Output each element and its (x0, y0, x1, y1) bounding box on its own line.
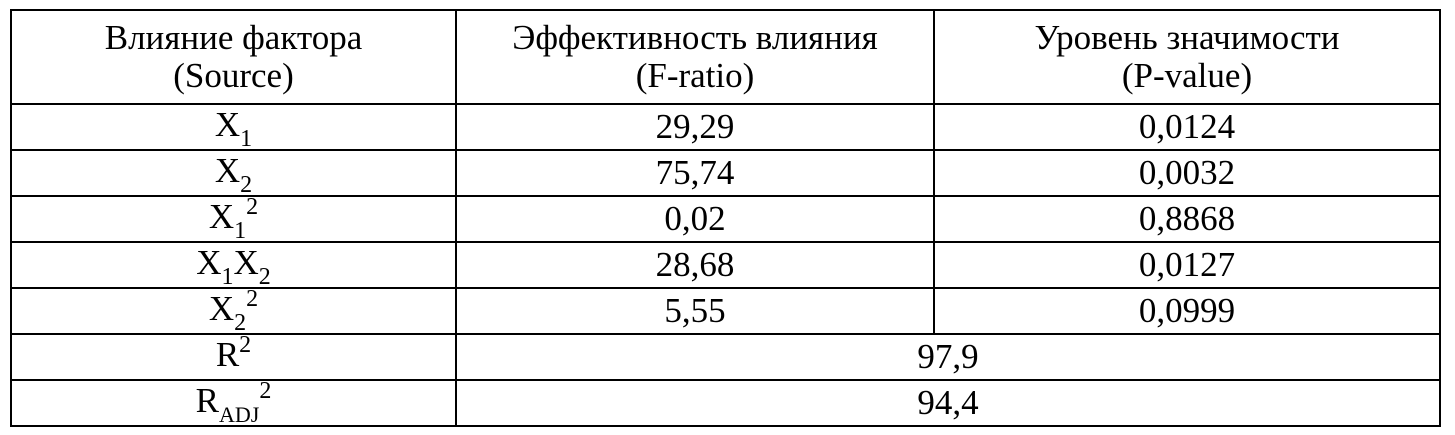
fratio-cell: 0,02 (455, 195, 935, 243)
radj2-label-cell: RADJ2 (10, 378, 457, 427)
table-row: X22 5,55 0,0999 (10, 286, 1441, 336)
factor-sub-2: 2 (258, 264, 271, 290)
header-source-line1: Влияние фактора (104, 18, 363, 57)
radj2-sub: ADJ (219, 402, 260, 427)
factor-sup: 2 (246, 194, 259, 220)
table-row: X12 0,02 0,8868 (10, 194, 1441, 244)
factor-sub: 1 (240, 126, 253, 152)
header-source-line2: (Source) (173, 56, 294, 95)
factor-sub: 1 (234, 218, 247, 244)
factor-cell: X22 (10, 286, 457, 336)
table-row: X1X2 28,68 0,0127 (10, 241, 1441, 290)
factor-sub: 1 (221, 264, 234, 290)
r2-value-cell: 97,9 (455, 333, 1441, 381)
radj2-base: R (195, 381, 219, 420)
factor-base-2: X (233, 243, 259, 282)
factor-cell: X12 (10, 194, 457, 244)
header-fratio-line2: (F-ratio) (635, 56, 755, 95)
fratio-cell: 29,29 (455, 103, 935, 151)
anova-table: Влияние фактора (Source) Эффективность в… (10, 9, 1441, 427)
factor-base: X (196, 243, 222, 282)
pvalue-cell: 0,0127 (933, 241, 1441, 289)
radj2-sup: 2 (259, 378, 272, 404)
factor-cell: X1 (10, 103, 457, 152)
summary-row-r2: R2 97,9 (10, 332, 1441, 381)
pvalue-cell: 0,0999 (933, 287, 1441, 335)
factor-sub: 2 (234, 310, 247, 336)
factor-base: X (214, 105, 241, 144)
summary-row-radj2: RADJ2 94,4 (10, 378, 1441, 427)
fratio-cell: 75,74 (455, 149, 935, 197)
factor-base: X (214, 151, 241, 190)
pvalue-cell: 0,0032 (933, 149, 1441, 197)
header-pvalue-line2: (P-value) (1121, 56, 1253, 95)
header-pvalue-line1: Уровень значимости (1034, 18, 1340, 57)
header-source: Влияние фактора (Source) (10, 9, 457, 105)
table-row: X2 75,74 0,0032 (10, 149, 1441, 198)
factor-sup: 2 (246, 286, 259, 312)
header-pvalue: Уровень значимости (P-value) (933, 9, 1441, 105)
radj2-value-cell: 94,4 (455, 379, 1441, 427)
header-fratio: Эффективность влияния (F-ratio) (455, 9, 935, 105)
fratio-cell: 5,55 (455, 287, 935, 335)
factor-base: X (208, 289, 235, 328)
table-row: X1 29,29 0,0124 (10, 103, 1441, 152)
fratio-cell: 28,68 (455, 241, 935, 289)
header-row: Влияние фактора (Source) Эффективность в… (10, 9, 1441, 105)
pvalue-cell: 0,8868 (933, 195, 1441, 243)
factor-base: X (208, 197, 235, 236)
r2-sup: 2 (239, 332, 252, 358)
factor-sub: 2 (240, 172, 253, 198)
r2-label-cell: R2 (10, 332, 457, 381)
header-fratio-line1: Эффективность влияния (512, 18, 878, 57)
r2-base: R (215, 335, 240, 374)
factor-cell: X1X2 (10, 241, 457, 290)
factor-cell: X2 (10, 149, 457, 198)
pvalue-cell: 0,0124 (933, 103, 1441, 151)
